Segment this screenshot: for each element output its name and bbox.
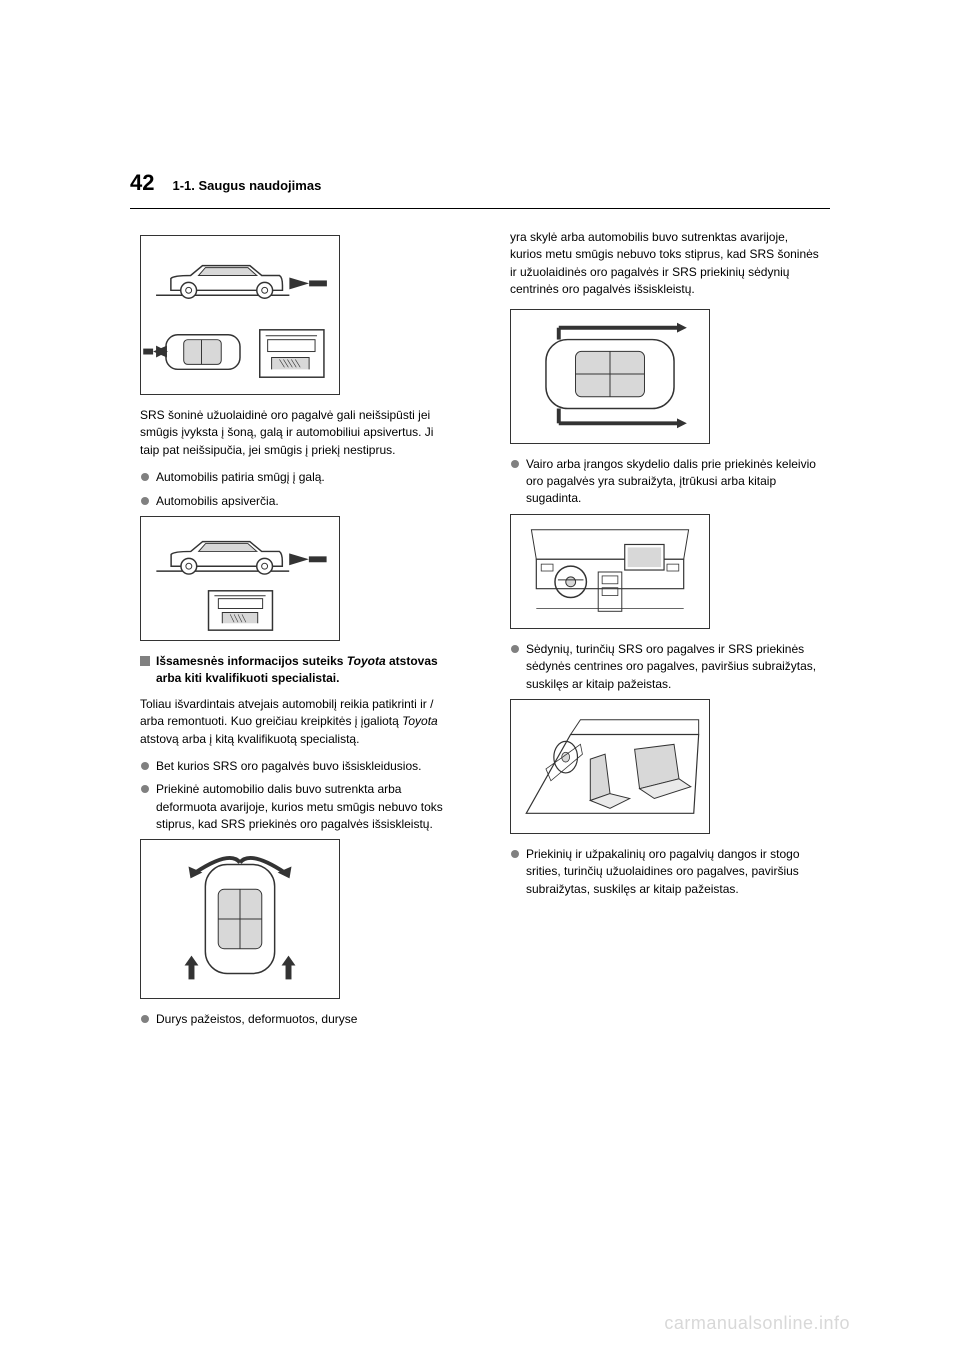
bullet-text: Bet kurios SRS oro pagalvės buvo išsiskl…	[156, 758, 450, 775]
figure-top-side-arrows	[510, 309, 710, 444]
bullet-item: Sėdynių, turinčių SRS oro pagalves ir SR…	[510, 641, 820, 693]
bullet-circle-icon	[510, 849, 520, 859]
bullet-circle-icon	[140, 761, 150, 771]
two-columns: SRS šoninė užuolaidinė oro pagalvė gali …	[130, 229, 830, 1035]
watermark: carmanualsonline.info	[664, 1313, 850, 1334]
bullet-text: Vairo arba įrangos skydelio dalis prie p…	[526, 456, 820, 508]
bullet-text: Priekinių ir užpakalinių oro pagalvių da…	[526, 846, 820, 898]
bullet-circle-icon	[140, 472, 150, 482]
paragraph: Toliau išvardintais atvejais automobilį …	[140, 696, 450, 748]
bullet-item: Priekinių ir užpakalinių oro pagalvių da…	[510, 846, 820, 898]
bullet-circle-icon	[140, 784, 150, 794]
paragraph: SRS šoninė užuolaidinė oro pagalvė gali …	[140, 407, 450, 459]
bullet-text: Automobilis patiria smūgį į galą.	[156, 469, 450, 486]
bullet-text: Durys pažeistos, deformuotos, duryse	[156, 1011, 450, 1028]
bullet-circle-icon	[140, 496, 150, 506]
paragraph: yra skylė arba automobilis buvo sutrenkt…	[510, 229, 820, 299]
subheading-italic: Toyota	[347, 654, 386, 668]
figure-top-front-arrows	[140, 839, 340, 999]
bullet-circle-icon	[140, 1014, 150, 1024]
subheading-text: Išsamesnės informacijos suteiks Toyota a…	[156, 653, 450, 688]
square-icon	[140, 656, 150, 666]
bullet-item: Bet kurios SRS oro pagalvės buvo išsiskl…	[140, 758, 450, 775]
subheading-prefix: Išsamesnės informacijos suteiks	[156, 654, 347, 668]
bullet-item: Durys pažeistos, deformuotos, duryse	[140, 1011, 450, 1028]
figure-side-rollover	[140, 235, 340, 395]
page-number: 42	[130, 170, 154, 196]
bullet-text: Priekinė automobilio dalis buvo sutrenkt…	[156, 781, 450, 833]
bullet-circle-icon	[510, 459, 520, 469]
bullet-item: Automobilis patiria smūgį į galą.	[140, 469, 450, 486]
figure-rear-rollover	[140, 516, 340, 641]
right-column: yra skylė arba automobilis buvo sutrenkt…	[500, 229, 830, 1035]
figure-interior-seats	[510, 699, 710, 834]
para-italic: Toyota	[402, 714, 438, 728]
para-prefix: Toliau išvardintais atvejais automobilį …	[140, 697, 433, 728]
bullet-text: Sėdynių, turinčių SRS oro pagalves ir SR…	[526, 641, 820, 693]
section-title: 1-1. Saugus naudojimas	[172, 178, 321, 193]
subheading: Išsamesnės informacijos suteiks Toyota a…	[140, 653, 450, 688]
bullet-text: Automobilis apsiverčia.	[156, 493, 450, 510]
left-column: SRS šoninė užuolaidinė oro pagalvė gali …	[130, 229, 460, 1035]
bullet-circle-icon	[510, 644, 520, 654]
bullet-item: Priekinė automobilio dalis buvo sutrenkt…	[140, 781, 450, 833]
page-container: 42 1-1. Saugus naudojimas	[0, 0, 960, 1135]
bullet-item: Vairo arba įrangos skydelio dalis prie p…	[510, 456, 820, 508]
figure-dashboard	[510, 514, 710, 629]
header-rule	[130, 208, 830, 209]
page-header: 42 1-1. Saugus naudojimas	[130, 170, 830, 196]
para-suffix: atstovą arba į kitą kvalifikuotą special…	[140, 732, 359, 746]
bullet-item: Automobilis apsiverčia.	[140, 493, 450, 510]
